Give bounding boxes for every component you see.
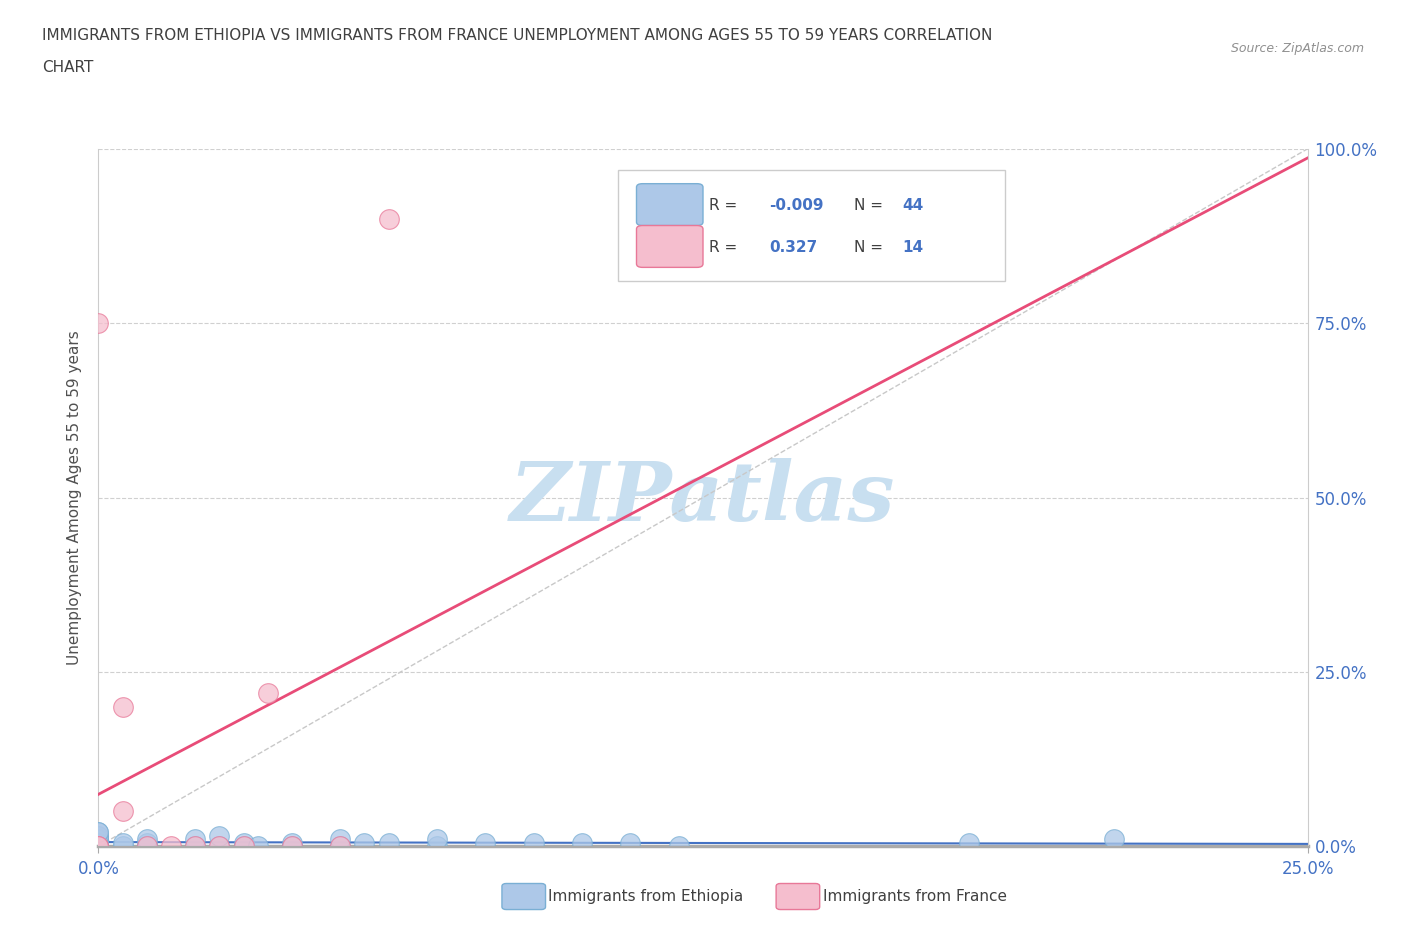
Point [571, 835, 593, 850]
Point [668, 839, 690, 854]
Point [87, 825, 110, 840]
Point [208, 839, 231, 854]
Point [87, 825, 110, 840]
Point [232, 839, 254, 854]
Point [474, 835, 496, 850]
Point [87, 832, 110, 847]
Point [135, 839, 157, 854]
Point [160, 839, 183, 854]
Text: -0.009: -0.009 [769, 198, 824, 214]
Text: R =: R = [709, 198, 742, 214]
Text: N =: N = [855, 240, 889, 256]
Point [353, 835, 375, 850]
Point [87, 835, 110, 850]
Text: Immigrants from Ethiopia: Immigrants from Ethiopia [548, 889, 744, 904]
Point [87, 832, 110, 847]
Point [87, 832, 110, 847]
Point [208, 839, 231, 854]
Point [87, 839, 110, 854]
Point [281, 839, 304, 854]
FancyBboxPatch shape [619, 170, 1005, 282]
Point [256, 685, 278, 700]
Point [184, 839, 207, 854]
Point [135, 839, 157, 854]
Point [184, 832, 207, 847]
Text: 44: 44 [903, 198, 924, 214]
Text: CHART: CHART [42, 60, 94, 75]
Point [111, 699, 134, 714]
Text: 14: 14 [903, 240, 924, 256]
Point [329, 832, 352, 847]
Point [87, 832, 110, 847]
Point [135, 839, 157, 854]
FancyBboxPatch shape [637, 226, 703, 268]
Point [426, 832, 449, 847]
Point [111, 839, 134, 854]
Text: R =: R = [709, 240, 742, 256]
Point [87, 839, 110, 854]
Point [87, 835, 110, 850]
Text: N =: N = [855, 198, 889, 214]
Point [232, 839, 254, 854]
Point [281, 839, 304, 854]
Point [135, 832, 157, 847]
Point [87, 829, 110, 844]
Point [957, 835, 980, 850]
Y-axis label: Unemployment Among Ages 55 to 59 years: Unemployment Among Ages 55 to 59 years [67, 330, 83, 665]
Point [247, 839, 270, 854]
Point [523, 835, 546, 850]
Text: Source: ZipAtlas.com: Source: ZipAtlas.com [1230, 42, 1364, 55]
Point [135, 835, 157, 850]
Point [87, 839, 110, 854]
Point [87, 839, 110, 854]
Point [377, 835, 399, 850]
Point [87, 316, 110, 331]
Point [426, 839, 449, 854]
Point [281, 835, 304, 850]
Text: ZIPatlas: ZIPatlas [510, 458, 896, 538]
Point [87, 839, 110, 854]
Text: 0.327: 0.327 [769, 240, 818, 256]
Point [111, 804, 134, 819]
Point [87, 839, 110, 854]
Point [87, 829, 110, 844]
Point [184, 839, 207, 854]
Point [1102, 832, 1125, 847]
FancyBboxPatch shape [637, 184, 703, 226]
Text: Immigrants from France: Immigrants from France [823, 889, 1007, 904]
Point [111, 835, 134, 850]
Point [87, 832, 110, 847]
Point [232, 835, 254, 850]
Point [87, 839, 110, 854]
Point [208, 829, 231, 844]
Text: IMMIGRANTS FROM ETHIOPIA VS IMMIGRANTS FROM FRANCE UNEMPLOYMENT AMONG AGES 55 TO: IMMIGRANTS FROM ETHIOPIA VS IMMIGRANTS F… [42, 28, 993, 43]
Point [329, 839, 352, 854]
Point [377, 211, 399, 226]
Point [619, 835, 641, 850]
Point [329, 839, 352, 854]
